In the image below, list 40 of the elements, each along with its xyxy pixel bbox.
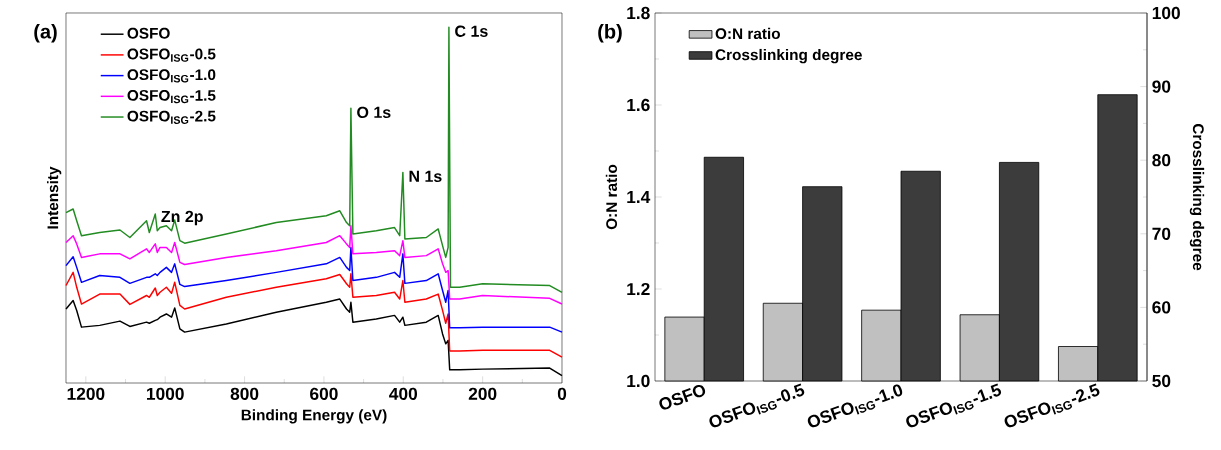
legend-label: O:N ratio — [715, 27, 780, 40]
y2-tick-label: 50 — [1152, 374, 1171, 388]
legend-label: Crosslinking degree — [715, 48, 862, 64]
x-tick-label: 600 — [310, 387, 338, 400]
annotation: C 1s — [455, 25, 488, 37]
annotation: N 1s — [409, 170, 442, 182]
y2-tick-label: 90 — [1152, 80, 1171, 93]
x-tick-label: 400 — [389, 387, 418, 400]
y-tick-label: 1.2 — [627, 282, 650, 296]
legend-label: OSFO$_{ISG}$-2.5 — [127, 110, 216, 124]
y2-tick-label: 100 — [1152, 6, 1180, 20]
y2-tick-label: 60 — [1152, 301, 1171, 314]
x-tick-label: OSFO$_{ISG}$-1.5 — [906, 383, 1002, 428]
text: (a) — [34, 23, 57, 43]
x-axis-title: Binding Energy (eV) — [241, 409, 387, 424]
y-tick-label: 1.6 — [627, 98, 650, 112]
text: (b) — [598, 23, 622, 43]
legend-label: OSFO — [127, 27, 170, 39]
x-tick-label: OSFO — [659, 384, 706, 410]
x-tick-label: OSFO$_{ISG}$-0.5 — [709, 383, 805, 428]
legend-label: OSFO$_{ISG}$-1.0 — [127, 69, 216, 83]
legend-label: OSFO$_{ISG}$-0.5 — [127, 48, 216, 62]
x-tick-label: 0 — [557, 387, 567, 400]
x-tick-label: 200 — [468, 387, 497, 400]
legend-label: OSFO$_{ISG}$-1.5 — [127, 89, 216, 104]
y2-tick-label: 80 — [1152, 154, 1171, 167]
y-tick-label: 1.0 — [627, 374, 650, 388]
y2-tick-label: 70 — [1152, 227, 1171, 240]
annotation: Zn 2p — [161, 210, 203, 226]
x-tick-label: 1200 — [67, 387, 105, 400]
x-tick-label: 1000 — [147, 387, 184, 400]
y2-axis-title: Crosslinking degree — [1189, 123, 1205, 271]
y-axis-title: O:N ratio — [605, 164, 618, 230]
y-tick-label: 1.4 — [627, 191, 651, 203]
y-tick-label: 1.8 — [627, 6, 650, 20]
annotation: O 1s — [357, 106, 391, 118]
x-tick-label: OSFO$_{ISG}$-1.0 — [807, 384, 903, 428]
y-axis-title: Intensity — [47, 166, 62, 229]
x-tick-label: 800 — [230, 387, 259, 400]
x-tick-label: OSFO$_{ISG}$-2.5 — [1004, 383, 1100, 428]
